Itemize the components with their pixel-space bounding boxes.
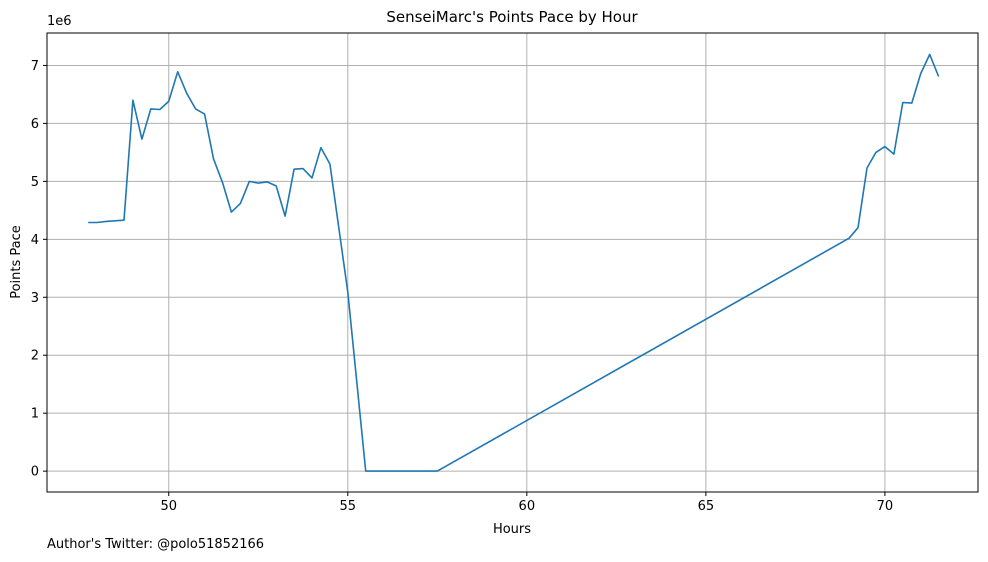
y-axis-multiplier: 1e6 [47,14,72,29]
x-axis-label: Hours [493,522,531,537]
y-tick-label: 1 [31,407,39,422]
y-axis-label: Points Pace [9,225,24,299]
axes-frame [46,32,979,493]
chart-title: SenseiMarc's Points Pace by Hour [386,8,638,26]
series-line [88,53,940,472]
y-tick-label: 3 [31,291,39,306]
author-twitter-note: Author's Twitter: @polo51852166 [47,537,265,552]
y-tick-label: 2 [31,349,39,364]
x-tick-label: 60 [519,499,536,514]
x-tick-label: 65 [698,499,715,514]
y-tick-label: 4 [31,233,39,248]
y-tick-label: 7 [31,59,39,74]
axis-ticks: 50 55 60 65 70 0 1 2 3 4 5 6 7 [31,59,893,514]
y-tick-label: 0 [31,465,39,480]
y-tick-label: 6 [31,117,39,132]
y-tick-label: 5 [31,175,39,190]
x-tick-label: 55 [340,499,357,514]
grid-lines [47,33,978,492]
x-tick-label: 70 [877,499,894,514]
x-tick-label: 50 [160,499,177,514]
series-layer [88,53,940,472]
